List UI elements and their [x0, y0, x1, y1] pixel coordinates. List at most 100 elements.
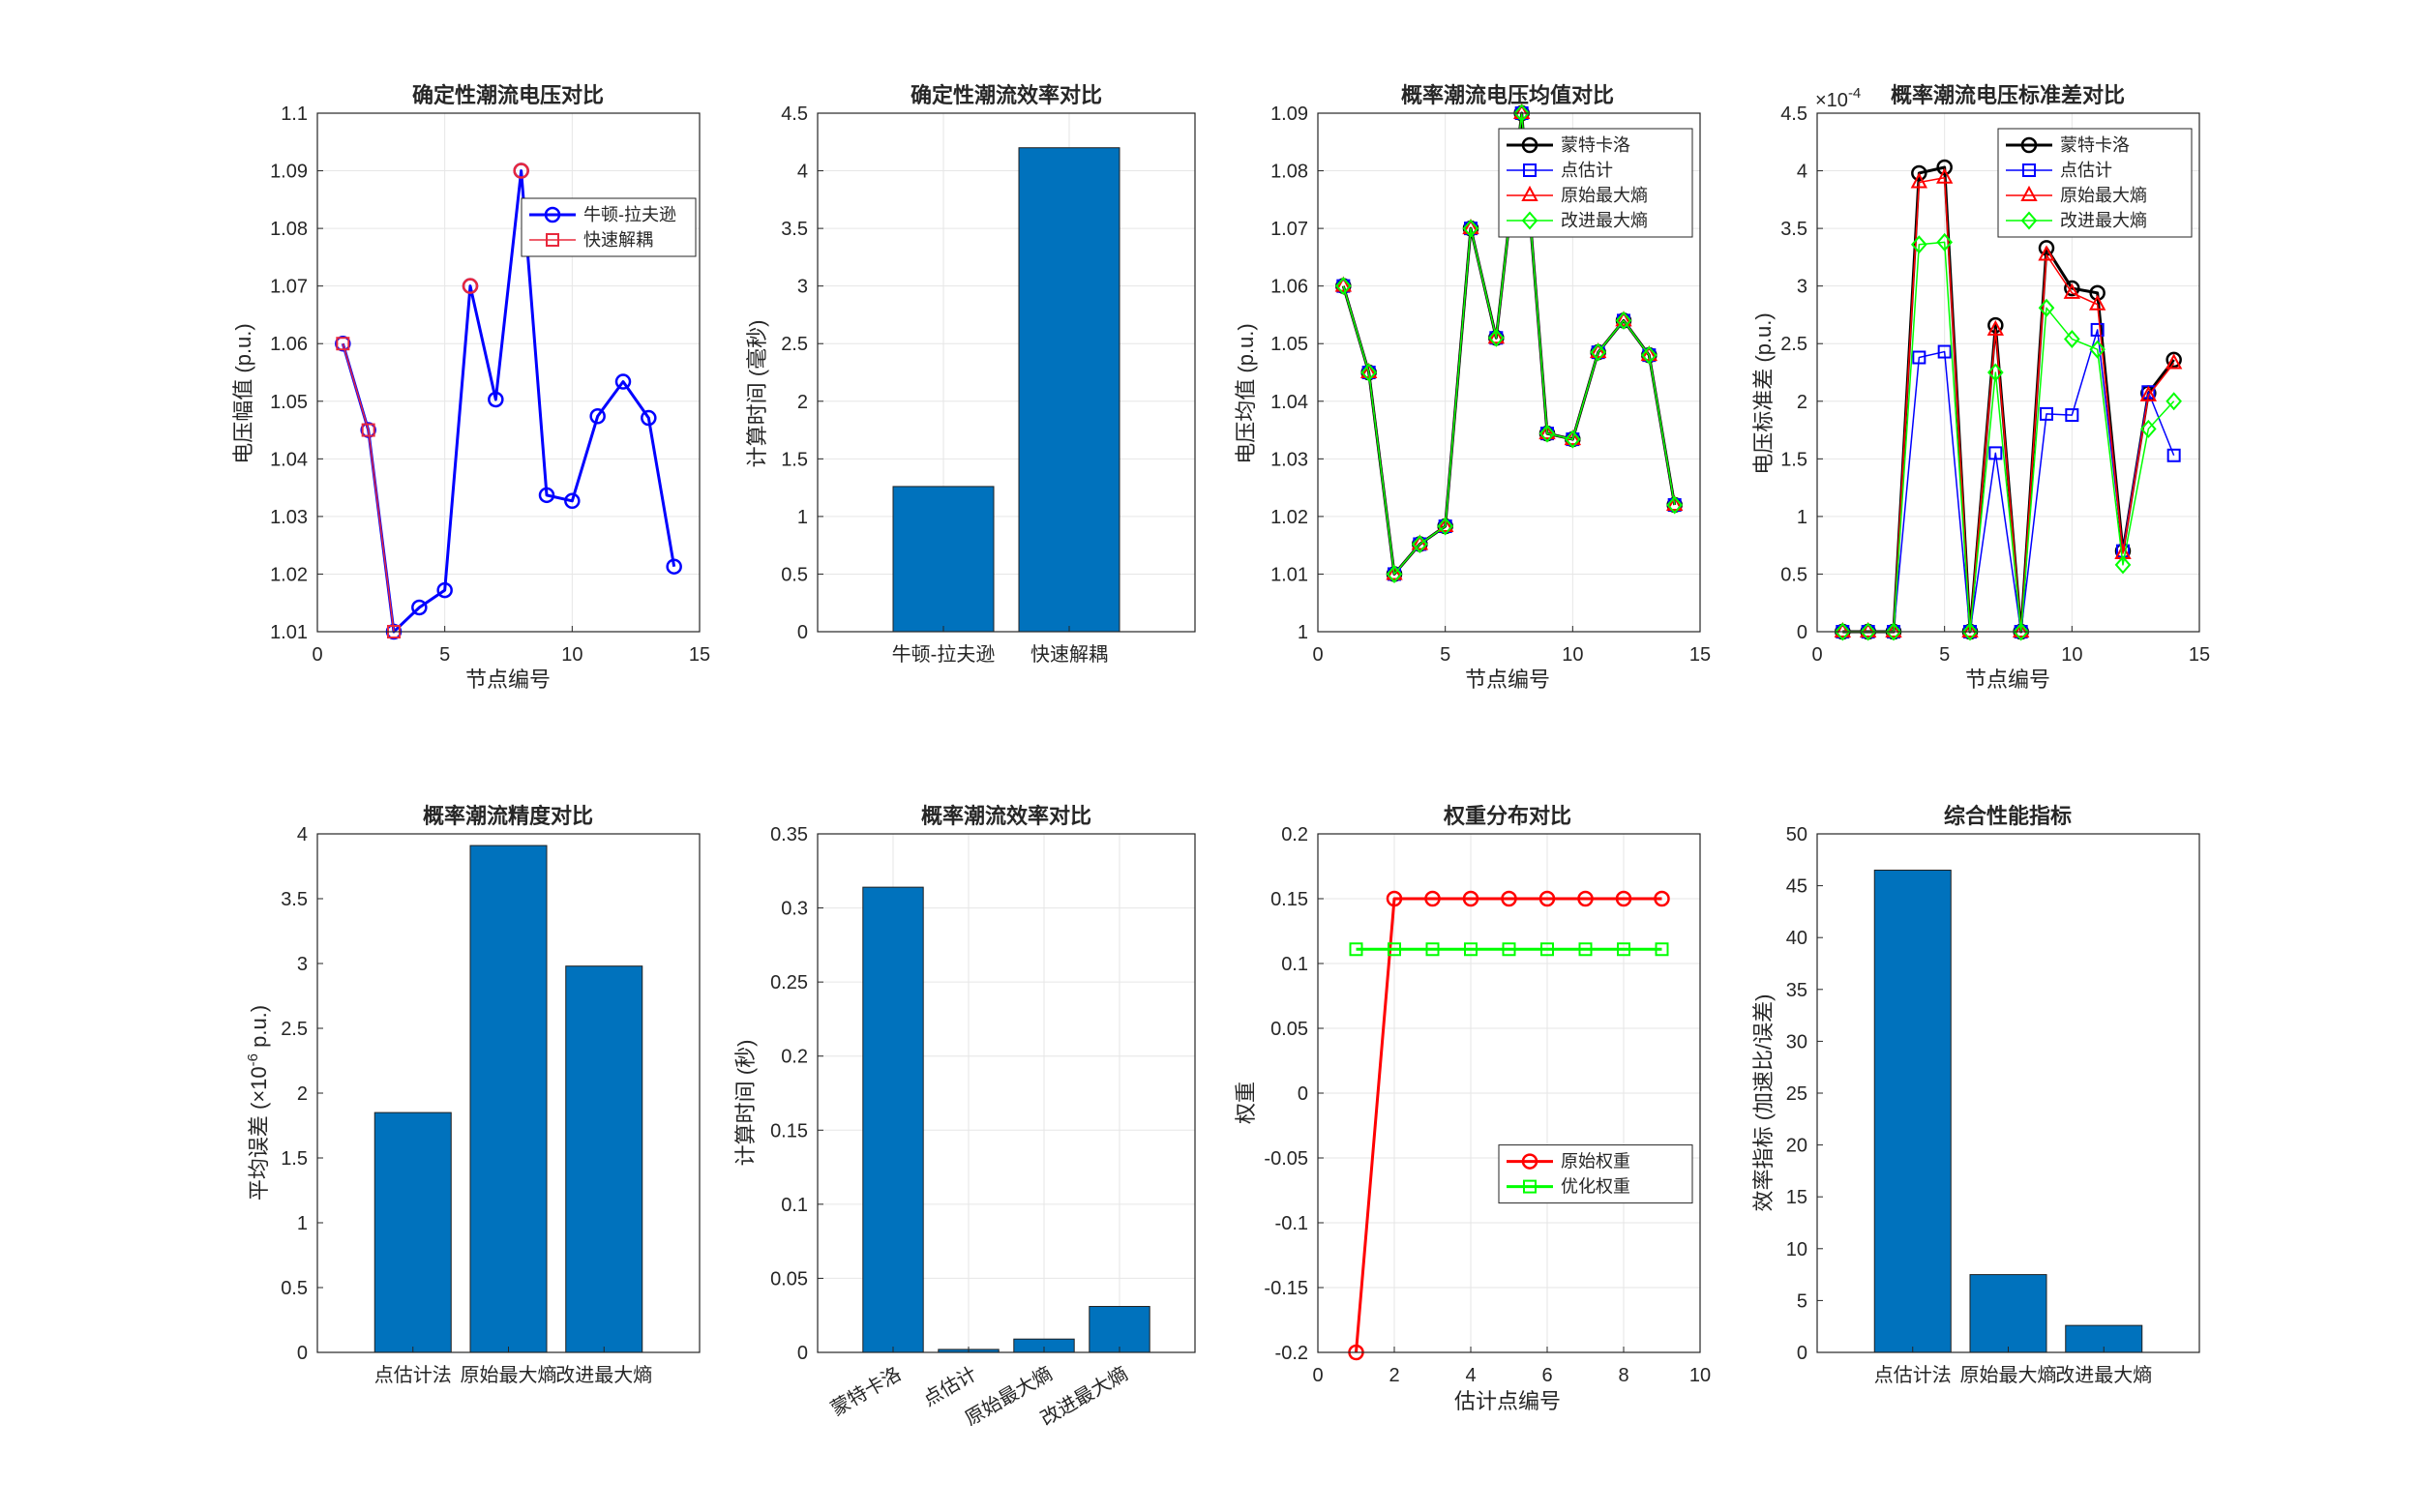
data-point	[1961, 621, 1979, 637]
legend-label: 原始最大熵	[1561, 186, 1648, 205]
plot-frame	[1816, 833, 2200, 1353]
y-tick-label: 3	[297, 954, 308, 975]
data-point	[1666, 495, 1683, 515]
y-tick-label: 3	[1797, 277, 1807, 298]
y-tick-label: 0.1	[781, 1195, 808, 1216]
y-tick-label: 15	[1786, 1187, 1807, 1208]
series-line	[1842, 241, 2175, 633]
y-tick-label: 1.06	[270, 334, 308, 355]
legend-marker	[546, 233, 559, 247]
x-tick-label: 10	[2061, 644, 2082, 666]
data-point	[1578, 942, 1593, 957]
data-point	[411, 599, 428, 616]
y-tick-label: 0	[797, 622, 808, 643]
data-point	[462, 278, 479, 294]
plot-voltage-mean: 概率潮流电压均值对比 节点编号 电压均值 (p.u.) 1 1.01 1.02 1.0…	[1234, 83, 1711, 692]
y-tick-label: 2.5	[281, 1019, 308, 1040]
data-point	[2140, 419, 2157, 438]
data-point	[1464, 942, 1478, 957]
x-tick-label: 点估计法	[374, 1364, 452, 1386]
bar	[1089, 1306, 1150, 1353]
y-tick-label: 1.09	[270, 162, 308, 183]
x-tick-label: 10	[1562, 644, 1583, 666]
x-tick-label: 0	[1312, 644, 1323, 666]
y-tick-label: 0	[797, 1343, 808, 1364]
y-tick-label: 0	[297, 1343, 308, 1364]
data-point	[2089, 284, 2105, 302]
x-axis-label: 估计点编号	[1454, 1389, 1561, 1413]
y-tick-label: 1.03	[1270, 449, 1308, 470]
legend-label: 改进最大熵	[2060, 211, 2147, 230]
y-axis-label: 效率指标 (加速比/误差)	[1751, 994, 1776, 1212]
plot-title: 确定性潮流效率对比	[911, 83, 1102, 107]
y-exponent-label: ×10-4	[1815, 85, 1861, 111]
plot-efficiency-deterministic: 确定性潮流效率对比 计算时间 (毫秒) 0 0.5 1 1.5 2 2.5 3 3.5 4 4.5…	[745, 83, 1196, 666]
x-tick-label: 2	[1389, 1365, 1399, 1386]
data-point	[1641, 345, 1657, 365]
legend-marker	[2020, 211, 2038, 230]
bar	[862, 886, 924, 1353]
y-tick-label: 1.03	[270, 507, 308, 528]
y-axis-label: 权重	[1234, 1082, 1258, 1124]
legend-marker	[1521, 185, 1538, 201]
data-point	[2040, 406, 2053, 421]
x-tick-label: 点估计法	[1874, 1364, 1952, 1386]
data-point	[2166, 448, 2181, 462]
legend-label: 原始最大熵	[2060, 186, 2147, 205]
y-tick-label: 2.5	[781, 334, 808, 355]
y-tick-label: -0.05	[1264, 1148, 1308, 1170]
x-tick-label: 改进最大熵	[555, 1364, 652, 1386]
plot-frame	[316, 112, 701, 633]
plot-title: 综合性能指标	[1944, 804, 2072, 828]
y-tick-label: 2	[1797, 392, 1807, 413]
x-axis-label: 节点编号	[1965, 667, 2050, 692]
y-axis-label: 电压标准差 (p.u.)	[1751, 312, 1776, 474]
legend-marker	[2022, 163, 2036, 177]
y-tick-label: -0.1	[1275, 1213, 1308, 1234]
y-tick-label: 1.08	[270, 219, 308, 240]
legend-label: 蒙特卡洛	[2060, 135, 2130, 155]
data-point	[1961, 622, 1979, 641]
y-tick-label: 50	[1786, 824, 1807, 845]
y-axis-label: 计算时间 (毫秒)	[745, 320, 769, 468]
data-point	[1436, 516, 1454, 533]
data-point	[1424, 890, 1441, 907]
y-tick-label: 1.04	[1270, 392, 1308, 413]
data-point	[1912, 350, 1926, 365]
plot-voltage-std: 概率潮流电压标准差对比 节点编号 电压标准差 (p.u.) ×10-4 0 0.5…	[1751, 83, 2210, 692]
x-tick-label: 8	[1618, 1365, 1628, 1386]
data-point	[1425, 942, 1440, 957]
legend-label: 改进最大熵	[1561, 211, 1648, 230]
data-point	[538, 487, 555, 504]
plot-frame	[1317, 112, 1701, 633]
x-tick-label: 牛顿-拉夫逊	[892, 643, 996, 666]
x-tick-label: 0	[1811, 644, 1822, 666]
legend-box	[1997, 128, 2193, 238]
y-tick-label: -0.2	[1275, 1343, 1308, 1364]
data-point	[1640, 345, 1658, 362]
y-tick-label: 1.04	[270, 449, 308, 470]
y-tick-label: 1	[1298, 622, 1308, 643]
x-tick-label: 6	[1541, 1365, 1552, 1386]
plot-title: 概率潮流精度对比	[423, 804, 593, 828]
y-tick-label: 0.5	[1780, 564, 1807, 585]
data-point	[1885, 622, 1902, 641]
y-tick-label: 5	[1797, 1290, 1807, 1312]
data-point	[1911, 164, 1927, 182]
data-point	[2038, 245, 2055, 261]
y-tick-label: 10	[1786, 1239, 1807, 1260]
y-tick-label: 0.15	[770, 1120, 808, 1141]
y-tick-label: 1	[797, 507, 808, 528]
y-tick-label: 0.3	[781, 899, 808, 920]
y-tick-label: 1.01	[1270, 564, 1308, 585]
legend-label: 优化权重	[1561, 1177, 1630, 1197]
data-point	[1488, 328, 1505, 347]
data-point	[1502, 942, 1516, 957]
plot-title: 概率潮流电压均值对比	[1401, 83, 1614, 107]
y-tick-label: 1.08	[1270, 162, 1308, 183]
plot-weights: 权重分布对比 估计点编号 权重 -0.2 -0.15 -0.1 -0.05 0 0.05 0…	[1234, 804, 1711, 1413]
x-tick-label: 15	[1689, 644, 1711, 666]
data-point	[1615, 890, 1632, 907]
data-point	[361, 423, 375, 437]
